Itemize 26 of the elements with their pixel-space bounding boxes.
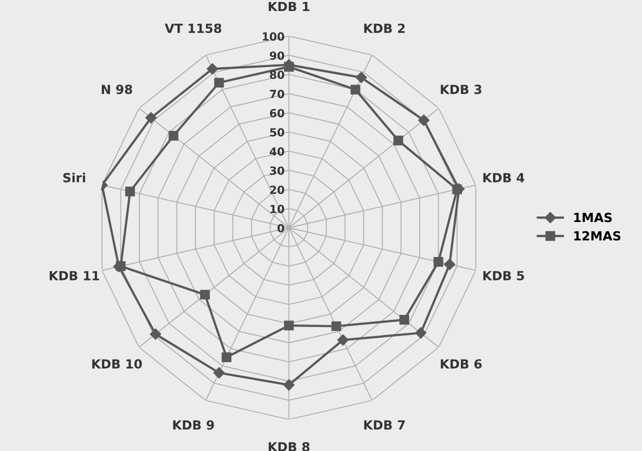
spoke-label: KDB 2 [364,24,405,33]
spoke-label: KDB 7 [364,420,405,430]
spoke-label: KDB 11 [50,271,100,280]
spoke-label: Siri [63,172,86,182]
spoke-label: KDB 6 [440,359,482,369]
legend-label: 12MAS [574,231,620,241]
spoke-label: KDB 3 [440,84,482,94]
y-tick-label: 100 [262,32,284,41]
y-tick-label: 20 [270,186,284,194]
y-tick-label: 30 [270,166,284,175]
spoke-label: KDB 1 [268,2,310,12]
y-tick-label: 0 [278,224,284,232]
y-tick-label: 90 [270,51,284,60]
y-tick-label: 70 [270,90,284,98]
spoke-label: N 98 [102,84,132,94]
spoke-label: VT 1158 [164,24,222,34]
legend-label: 1MAS [574,212,612,222]
y-tick-label: 10 [270,204,284,214]
spoke-label: KDB 5 [483,271,524,280]
spoke-label: KDB 4 [483,173,524,182]
y-tick-label: 40 [270,147,284,156]
y-tick-label: 50 [270,128,284,137]
y-tick-label: 60 [270,108,284,118]
spoke-label: KDB 9 [173,420,214,430]
spoke-label: KDB 10 [92,359,142,369]
y-tick-label: 80 [270,70,284,80]
